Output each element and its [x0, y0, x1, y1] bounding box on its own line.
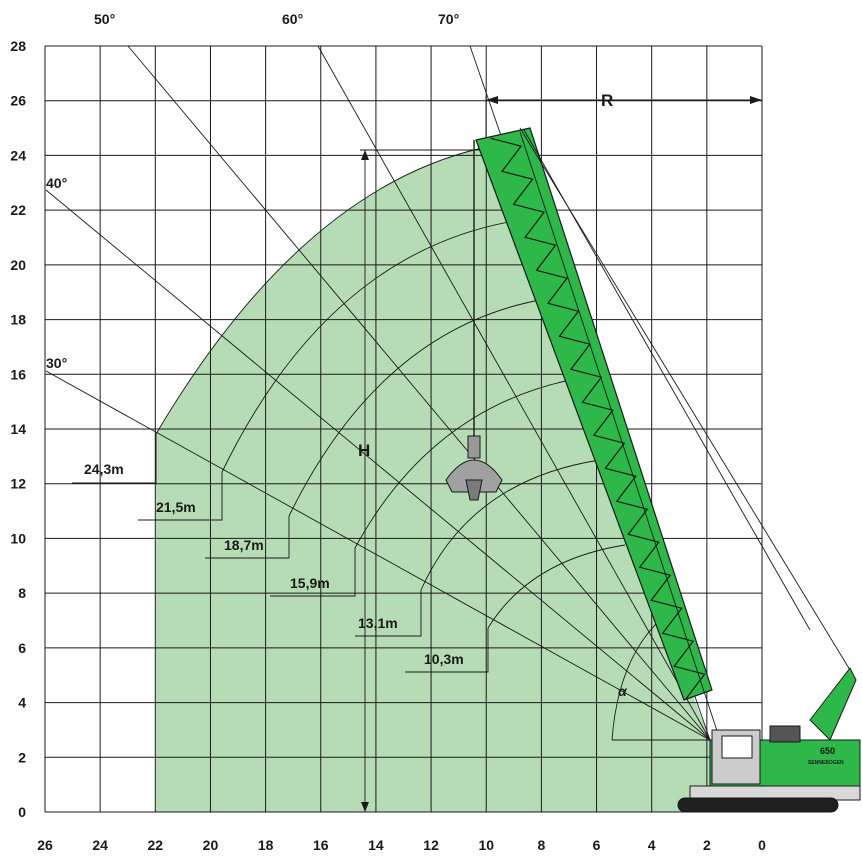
x-tick-label: 18 [258, 837, 274, 853]
angle-line-60 [317, 45, 711, 741]
arc-24-3 [155, 147, 483, 435]
x-tick-label: 14 [368, 837, 384, 853]
leader-18-7 [205, 516, 290, 559]
arc-13-1 [420, 459, 601, 591]
boom-lattice [490, 137, 706, 700]
x-tick-label: 8 [537, 837, 545, 853]
angle-label-40: 40° [46, 175, 67, 191]
y-tick-label: 2 [18, 749, 26, 765]
radius-leaders [72, 434, 489, 673]
angle-dimension [611, 619, 710, 741]
height-label-h: H [358, 441, 370, 460]
y-tick-label: 4 [18, 695, 26, 711]
working-range-area [156, 148, 710, 812]
x-tick-label: 0 [758, 837, 766, 853]
brand-badge: SENNEBOGEN [808, 760, 844, 766]
angle-label-60: 60° [282, 11, 303, 27]
x-tick-label: 16 [313, 837, 329, 853]
length-label-13-1: 13,1m [358, 615, 398, 631]
length-label-21-5: 21,5m [156, 499, 196, 515]
angle-label-50: 50° [94, 11, 115, 27]
y-tick-label: 12 [10, 476, 26, 492]
leader-24-3 [72, 434, 157, 484]
arc-21-5 [221, 219, 521, 473]
y-tick-label: 16 [10, 366, 26, 382]
length-label-15-9: 15,9m [290, 575, 330, 591]
arc-15-9 [354, 379, 571, 549]
angle-label-alpha: α [618, 683, 628, 699]
y-tick-label: 6 [18, 640, 26, 656]
length-label-18-7: 18,7m [224, 537, 264, 553]
x-tick-label: 26 [37, 837, 53, 853]
y-tick-label: 22 [10, 202, 26, 218]
x-tick-label: 12 [423, 837, 439, 853]
y-tick-label: 24 [10, 147, 26, 163]
y-tick-label: 14 [10, 421, 26, 437]
angle-line-40 [45, 189, 711, 741]
y-tick-label: 20 [10, 257, 26, 273]
clamshell-grab [445, 140, 503, 501]
length-label-24-3: 24,3m [84, 461, 124, 477]
y-tick-label: 0 [18, 804, 26, 820]
y-tick-label: 18 [10, 312, 26, 328]
x-tick-label: 20 [203, 837, 219, 853]
angle-line-50 [127, 45, 711, 741]
x-axis-ticks: 26 24 22 20 18 16 14 12 10 8 6 4 2 0 [37, 837, 766, 853]
crane-boom [475, 127, 851, 741]
leader-13-1 [355, 590, 422, 637]
x-tick-label: 6 [593, 837, 601, 853]
y-tick-label: 8 [18, 585, 26, 601]
grid [44, 45, 763, 813]
arc-10-3 [487, 544, 626, 629]
model-badge: 650 [820, 746, 835, 756]
radius-label-r: R [601, 91, 613, 110]
radius-dimension [485, 96, 762, 150]
y-tick-label: 26 [10, 93, 26, 109]
y-tick-label: 10 [10, 530, 26, 546]
angle-label-70: 70° [438, 11, 459, 27]
leader-10-3 [405, 628, 489, 673]
height-dimension [360, 149, 482, 812]
boom-angle-labels: 30° 40° 50° 60° 70° [46, 11, 459, 371]
x-tick-label: 24 [92, 837, 108, 853]
angle-label-30: 30° [46, 355, 67, 371]
length-label-10-3: 10,3m [424, 651, 464, 667]
x-tick-label: 4 [648, 837, 656, 853]
arc-18-7 [288, 299, 541, 517]
boom-length-labels: 24,3m 21,5m 18,7m 15,9m 13,1m 10,3m [84, 461, 464, 667]
leader-21-5 [138, 472, 223, 521]
crawler-crane: 650 SENNEBOGEN [677, 667, 861, 813]
x-tick-label: 10 [478, 837, 494, 853]
x-tick-label: 2 [703, 837, 711, 853]
leader-15-9 [270, 548, 356, 597]
x-tick-label: 22 [148, 837, 164, 853]
y-tick-label: 28 [10, 38, 26, 54]
boom-length-arcs [155, 147, 626, 629]
